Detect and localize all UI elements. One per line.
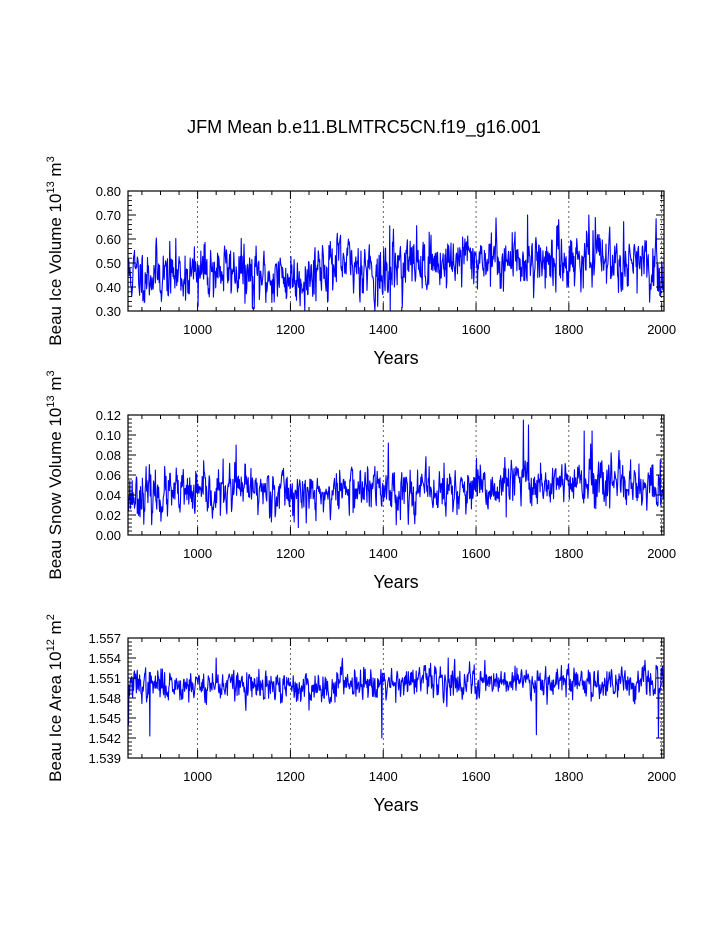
y-tick-label: 1.554 [88,651,121,666]
panel-ice-volume: 1000 1200 1400 1600 1800 2000 0.30 0.40 0.50 0.60… [45,156,676,368]
x-tick-label: 1200 [276,769,305,784]
x-axis-label: Years [373,348,418,368]
y-tick-label: 0.70 [96,208,121,223]
x-tick-label: 1000 [183,546,212,561]
plot-frame [127,190,665,312]
x-tick-label: 1400 [369,322,398,337]
x-tick-label: 1200 [276,546,305,561]
y-tick-label: 0.50 [96,256,121,271]
x-tick-label: 1400 [369,769,398,784]
x-tick-label: 1000 [183,769,212,784]
y-tick-label: 1.551 [88,671,121,686]
y-tick-label: 1.539 [88,751,121,766]
series-line [127,657,665,739]
y-tick-label: 1.545 [88,711,121,726]
y-tick-label: 0.10 [96,428,121,443]
y-tick-label: 0.60 [96,232,121,247]
y-tick-label: 0.12 [96,408,121,423]
y-tick-label: 0.04 [96,488,121,503]
x-axis-label: Years [373,795,418,815]
y-tick-label: 0.08 [96,448,121,463]
x-tick-label: 1000 [183,322,212,337]
x-axis-label: Years [373,572,418,592]
x-tick-label: 1800 [554,546,583,561]
y-tick-label: 0.02 [96,508,121,523]
x-tick-label: 1600 [462,322,491,337]
x-tick-label: 2000 [647,546,676,561]
y-tick-label: 0.30 [96,304,121,319]
x-tick-label: 1600 [462,546,491,561]
y-tick-label: 1.542 [88,731,121,746]
y-axis-label: Beau Snow Volume 1013 m3 [45,370,65,579]
y-tick-label: 0.80 [96,184,121,199]
x-tick-label: 2000 [647,769,676,784]
panel-snow-volume: 1000 1200 1400 1600 1800 2000 0.00 0.02 0.04 0.06… [45,370,676,592]
series-line [127,214,665,312]
y-tick-label: 1.548 [88,691,121,706]
series-line [127,419,665,529]
x-tick-label: 1400 [369,546,398,561]
chart-title: JFM Mean b.e11.BLMTRC5CN.f19_g16.001 [187,117,541,138]
y-tick-label: 0.40 [96,280,121,295]
y-axis-label: Beau Ice Volume 1013 m3 [45,156,65,345]
x-tick-label: 1800 [554,769,583,784]
y-tick-label: 0.06 [96,468,121,483]
x-tick-label: 1600 [462,769,491,784]
y-axis-label: Beau Ice Area 1012 m2 [45,614,65,782]
x-tick-label: 1200 [276,322,305,337]
panel-ice-area: 1000 1200 1400 1600 1800 2000 1.539 1.542 1.545 1… [45,614,676,815]
panels: 1000 1200 1400 1600 1800 2000 0.30 0.40 0.50 0.60… [45,156,676,815]
x-tick-label: 1800 [554,322,583,337]
y-tick-label: 1.557 [88,631,121,646]
x-tick-label: 2000 [647,322,676,337]
y-tick-label: 0.00 [96,528,121,543]
